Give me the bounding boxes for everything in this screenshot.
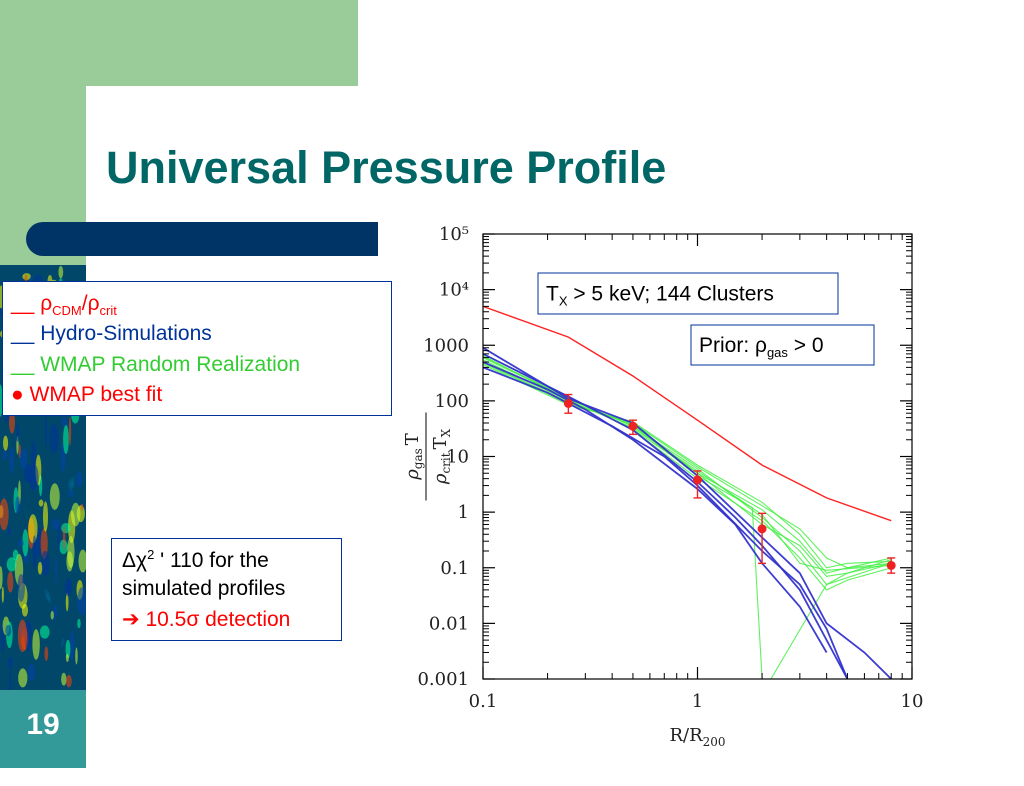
hydro-sim-curve [483, 347, 892, 679]
x-tick-label: 1 [692, 691, 703, 712]
legend-marker: __ [11, 322, 35, 345]
arrow-icon: ➔ [122, 608, 140, 631]
legend-marker: ● [11, 383, 24, 406]
y-tick-label: 100 [435, 391, 469, 412]
wmap-best-fit-point [886, 560, 896, 570]
y-tick-label: 10 [446, 447, 469, 468]
wmap-best-fit-point [628, 421, 638, 431]
legend-label: WMAP best fit [29, 383, 163, 406]
svg-text:TX > 5 keV; 144 Clusters: TX > 5 keV; 144 Clusters [546, 283, 774, 309]
hydro-sim-curve [483, 353, 849, 679]
legend-label: WMAP Random Realization [40, 353, 301, 376]
wmap-best-fit-point [563, 398, 573, 408]
footer-bar [0, 690, 86, 768]
legend-label: ρCDM/ρcrit [40, 292, 117, 319]
svg-text:ρcritTX: ρcritTX [430, 428, 453, 485]
legend-item-wmap-random: __ WMAP Random Realization [11, 353, 300, 377]
legend-item-cdm: __ ρCDM/ρcrit [11, 292, 117, 318]
x-tick-label: 0.1 [469, 691, 498, 712]
significance-note-box: Δχ2 ' 110 for the simulated profiles ➔ 1… [111, 538, 342, 641]
title-underline-bar [26, 222, 378, 256]
y-tick-label: 0.01 [429, 613, 469, 634]
y-tick-label: 0.1 [440, 558, 469, 579]
wmap-best-fit-point [757, 524, 767, 534]
slide-title: Universal Pressure Profile [106, 142, 667, 193]
svg-text:ρgasT: ρgasT [402, 433, 425, 481]
y-tick-label: 1000 [423, 335, 469, 356]
slide-number: 19 [26, 708, 60, 741]
pressure-profile-chart: 0.001 0.01 0.1 1 10 100 1000 10⁴ 10⁵ 0.1 1 10 R/R20… [402, 224, 924, 749]
hydro-sim-curve [483, 366, 849, 679]
legend-marker: __ [11, 353, 35, 376]
note-line-3: ➔ 10.5σ detection [122, 608, 291, 631]
y-tick-label: 1 [458, 502, 469, 523]
x-axis-label: R/R200 [669, 725, 725, 749]
x-tick-label: 10 [901, 691, 924, 712]
wmap-random-curve [483, 355, 892, 679]
note-line-2: simulated profiles [122, 577, 286, 600]
legend-box: __ ρCDM/ρcrit __ Hydro-Simulations __ WM… [2, 281, 392, 416]
legend-marker: __ [11, 292, 35, 315]
y-tick-label: 10⁵ [439, 224, 469, 245]
svg-text:Prior: ρgas > 0: Prior: ρgas > 0 [699, 334, 824, 360]
annotation-box-prior: Prior: ρgas > 0 [690, 324, 875, 366]
legend-item-wmap-best: ● WMAP best fit [11, 383, 162, 407]
wmap-random-curve [483, 362, 892, 569]
cdm-density-curve [483, 305, 892, 522]
legend-item-hydro: __ Hydro-Simulations [11, 322, 212, 346]
annotation-box-clusters: TX > 5 keV; 144 Clusters [537, 272, 839, 315]
legend-label: Hydro-Simulations [40, 322, 212, 345]
content-panel [86, 86, 1024, 786]
wmap-best-fit-point [693, 475, 702, 485]
y-tick-label: 0.001 [417, 669, 469, 690]
note-line-1: Δχ2 ' 110 for the [122, 547, 269, 572]
y-tick-label: 10⁴ [439, 280, 469, 301]
hydro-sim-curve [483, 361, 828, 653]
